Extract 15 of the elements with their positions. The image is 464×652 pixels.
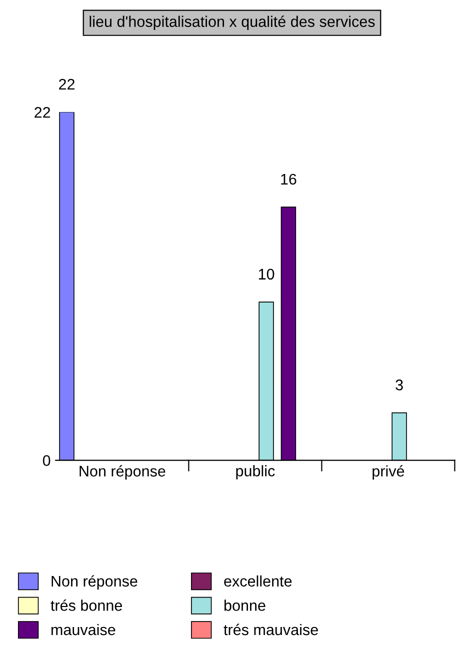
data-label: 10 — [258, 268, 274, 280]
legend-label: trés bonne — [50, 600, 122, 611]
x-tick-label: privé — [372, 465, 404, 480]
legend-label: mauvaise — [51, 624, 116, 636]
chart-title: lieu d'hospitalisation x qualité des services — [90, 16, 375, 30]
y-tick-label: 0 — [42, 455, 50, 466]
legend-label: bonne — [224, 600, 266, 611]
legend-label: trés mauvaise — [224, 624, 318, 636]
data-label: 3 — [396, 380, 403, 390]
x-tick-label: Non réponse — [80, 465, 166, 480]
data-label: 22 — [59, 78, 74, 90]
data-label: 16 — [281, 174, 296, 185]
legend-label: Non réponse — [52, 575, 138, 590]
legend-label: excellente — [224, 575, 292, 587]
x-tick-label: public — [236, 465, 275, 480]
